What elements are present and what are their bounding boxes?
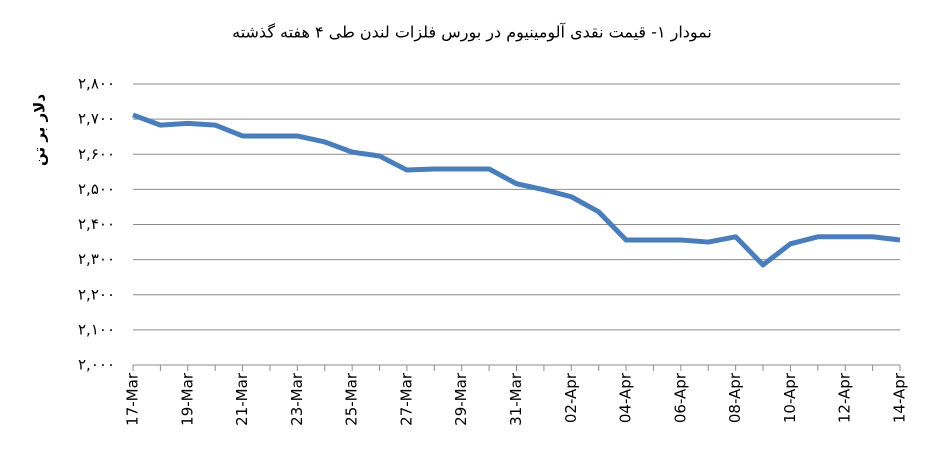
- x-tick-label: 14-Apr: [891, 372, 909, 423]
- x-tick-label: 12-Apr: [836, 372, 854, 423]
- x-tick-label: 21-Mar: [233, 372, 251, 426]
- y-tick-label: ۲,۶۰۰: [78, 145, 115, 163]
- data-line: [132, 112, 901, 268]
- x-tick-label: 29-Mar: [452, 372, 470, 426]
- x-tick-label: 08-Apr: [726, 372, 744, 423]
- x-tick-label: 19-Mar: [178, 372, 196, 426]
- x-tick-label: 06-Apr: [671, 372, 689, 423]
- x-tick-label: 17-Mar: [124, 372, 142, 426]
- y-tick-label: ۲,۱۰۰: [78, 320, 115, 338]
- x-tick-label: 31-Mar: [507, 372, 525, 426]
- x-tick-label: 23-Mar: [288, 372, 306, 426]
- y-tick-label: ۲,۸۰۰: [78, 75, 115, 93]
- chart-title: نمودار ۱- قیمت نقدی آلومینیوم در بورس فل…: [232, 23, 712, 43]
- y-tick-label: ۲,۷۰۰: [78, 110, 115, 128]
- x-tick-label: 02-Apr: [562, 372, 580, 423]
- y-tick-label: ۲,۲۰۰: [78, 285, 115, 303]
- y-tick-label: ۲,۳۰۰: [78, 250, 115, 268]
- x-tick-label: 27-Mar: [397, 372, 415, 426]
- x-tick-label: 04-Apr: [617, 372, 635, 423]
- y-axis-label: دلار بر تن: [31, 94, 49, 166]
- y-tick-label: ۲,۵۰۰: [78, 180, 115, 198]
- y-tick-label: ۲,۰۰۰: [78, 356, 115, 374]
- x-tick-label: 10-Apr: [781, 372, 799, 423]
- x-tick-label: 25-Mar: [343, 372, 361, 426]
- y-tick-label: ۲,۴۰۰: [78, 215, 115, 233]
